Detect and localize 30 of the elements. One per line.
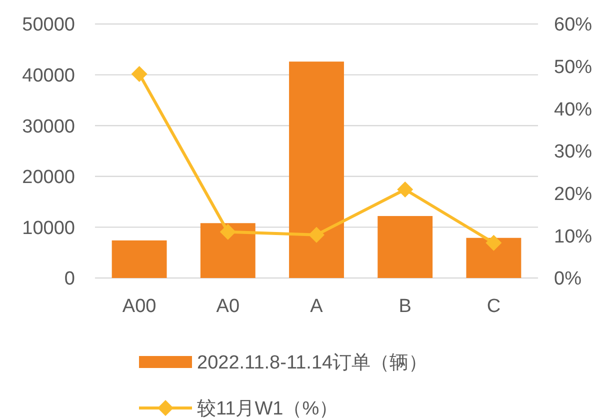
bar	[466, 238, 522, 278]
y-tick-label: 0	[64, 268, 75, 290]
legend-label: 2022.11.8-11.14订单（辆）	[197, 352, 428, 374]
y-tick-label: 40000	[22, 65, 75, 86]
y2-tick-label: 30%	[554, 142, 592, 163]
bar	[289, 62, 344, 278]
x-tick-label: C	[486, 296, 501, 317]
bar	[200, 223, 256, 278]
y2-tick-label: 60%	[554, 14, 592, 36]
y-tick-label: 30000	[22, 116, 75, 138]
y2-tick-label: 50%	[554, 56, 592, 78]
point	[397, 182, 414, 198]
point	[220, 224, 236, 240]
y-tick-label: 50000	[22, 14, 75, 36]
y-tick-label: 20000	[22, 167, 75, 188]
x-tick-label: A	[310, 296, 324, 317]
point	[308, 226, 324, 243]
y2-tick-label: 0%	[554, 268, 582, 290]
bar	[378, 216, 433, 278]
point	[486, 234, 502, 251]
point	[131, 66, 148, 82]
x-tick-label: B	[398, 296, 412, 317]
y2-tick-label: 40%	[554, 99, 592, 120]
y2-tick-label: 10%	[554, 226, 592, 248]
x-tick-label: A00	[122, 296, 156, 317]
y2-tick-label: 20%	[554, 184, 592, 205]
bar	[112, 240, 167, 278]
legend-label: 较11月W1（%）	[197, 398, 338, 420]
x-tick-label: A0	[216, 296, 240, 317]
y-tick-label: 10000	[22, 218, 75, 239]
